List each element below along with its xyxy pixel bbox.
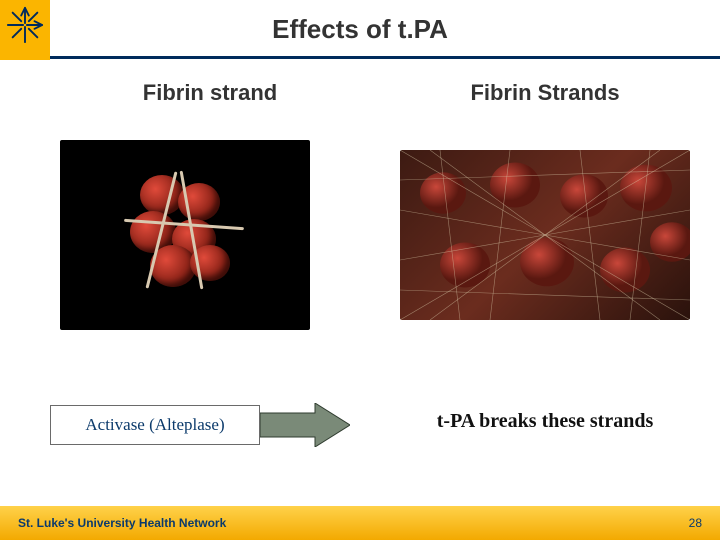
activase-label: Activase (Alteplase) [85, 415, 224, 435]
fibrin-strands-image [400, 150, 690, 320]
slide-title: Effects of t.PA [0, 14, 720, 45]
tpa-breaks-text: t-PA breaks these strands [400, 410, 690, 433]
arrow-icon [260, 403, 350, 447]
fibrin-strand-image [60, 140, 310, 330]
footer-org: St. Luke's University Health Network [18, 516, 226, 530]
left-column-heading: Fibrin strand [60, 80, 360, 106]
footer-page-number: 28 [689, 516, 702, 530]
title-underline [50, 56, 720, 59]
footer-bar: St. Luke's University Health Network 28 [0, 506, 720, 540]
right-column-heading: Fibrin Strands [400, 80, 690, 106]
activase-label-box: Activase (Alteplase) [50, 405, 260, 445]
